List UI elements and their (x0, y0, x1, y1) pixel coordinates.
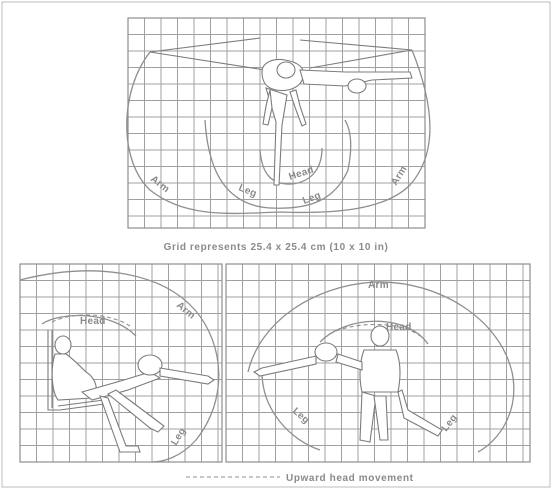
top-reach-line-left (149, 37, 261, 53)
top-arm-envelope (126, 49, 431, 215)
legend-label: Upward head movement (286, 473, 414, 484)
top-reach-line-left-lower (149, 51, 266, 71)
grid-frame (19, 263, 223, 463)
side-head-dashed-arc (51, 314, 131, 327)
top-head-label: Head (288, 164, 316, 182)
top-reach-line-right (299, 39, 413, 51)
legend: Upward head movement (186, 473, 414, 484)
side-body-figure (51, 335, 215, 453)
top-leg-label-left: Leg (237, 183, 258, 200)
top-body-figure (261, 58, 413, 186)
front-panel-grid (225, 263, 531, 463)
front-leg-envelope (261, 371, 321, 451)
side-head-label: Head (80, 316, 106, 327)
front-body-figure (252, 325, 443, 443)
front-arm-envelope (247, 281, 515, 453)
top-leg-envelope (204, 119, 352, 209)
front-head-label: Head (386, 322, 412, 333)
side-arm-envelope (19, 270, 220, 463)
side-panel: Head Arm Leg (19, 263, 223, 463)
grid-frame (225, 263, 531, 463)
top-head-envelope (259, 147, 323, 185)
side-arm-label: Arm (174, 300, 197, 322)
top-reach-line-right-lower (309, 49, 413, 69)
front-panel: Arm Head Leg Leg (225, 263, 531, 463)
grid-caption: Grid represents 25.4 x 25.4 cm (10 x 10 … (164, 242, 389, 253)
front-head-arc (319, 320, 429, 345)
side-head-arc (41, 314, 137, 337)
top-panel: Arm Arm Head Leg Leg (126, 17, 431, 229)
grid-frame (127, 17, 426, 229)
front-arm-label: Arm (368, 280, 389, 291)
